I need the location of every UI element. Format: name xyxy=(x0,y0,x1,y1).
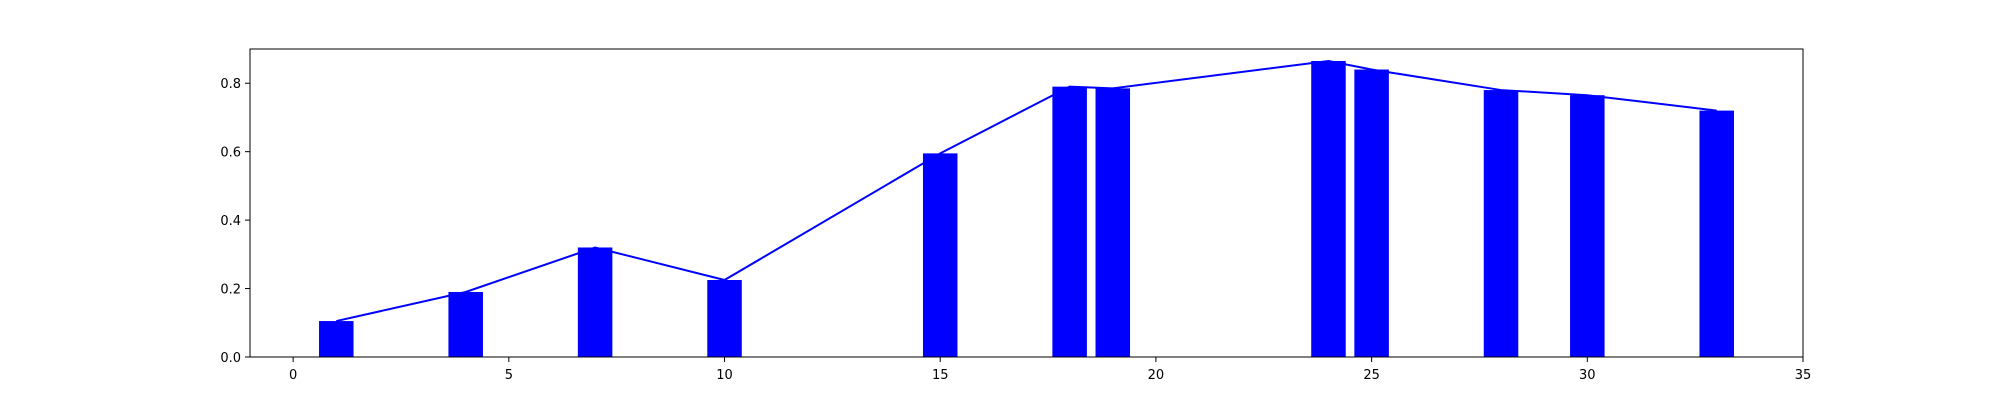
y-tick-label: 0.0 xyxy=(220,351,241,366)
x-tick-label: 20 xyxy=(1148,368,1165,383)
y-tick-label: 0.2 xyxy=(220,283,241,298)
bar xyxy=(1095,88,1131,357)
x-tick-label: 10 xyxy=(716,368,733,383)
y-tick-label: 0.4 xyxy=(220,214,241,229)
bar xyxy=(1570,95,1605,357)
bar xyxy=(319,321,354,357)
y-tick-label: 0.8 xyxy=(220,77,241,92)
bar xyxy=(1699,110,1734,357)
x-tick-label: 15 xyxy=(932,368,949,383)
x-tick-label: 30 xyxy=(1579,368,1596,383)
bar xyxy=(1483,90,1519,358)
bar xyxy=(707,280,742,357)
trend-line xyxy=(336,59,1717,323)
bar xyxy=(922,153,958,357)
x-tick-label: 25 xyxy=(1363,368,1380,383)
x-axis: 0 5 10 15 20 25 30 35 xyxy=(289,357,1811,383)
x-tick-label: 5 xyxy=(505,368,513,383)
bar xyxy=(577,247,613,357)
bar xyxy=(448,291,483,357)
x-tick-label: 0 xyxy=(289,368,297,383)
bar xyxy=(1052,86,1087,358)
bar xyxy=(1354,69,1389,358)
plot-area-frame xyxy=(249,48,1804,358)
y-tick-label: 0.6 xyxy=(220,146,241,161)
bar-series xyxy=(319,60,1734,358)
x-tick-label: 35 xyxy=(1795,368,1812,383)
y-axis: 0.0 0.2 0.4 0.6 0.8 xyxy=(220,77,250,366)
bar xyxy=(1311,60,1346,357)
